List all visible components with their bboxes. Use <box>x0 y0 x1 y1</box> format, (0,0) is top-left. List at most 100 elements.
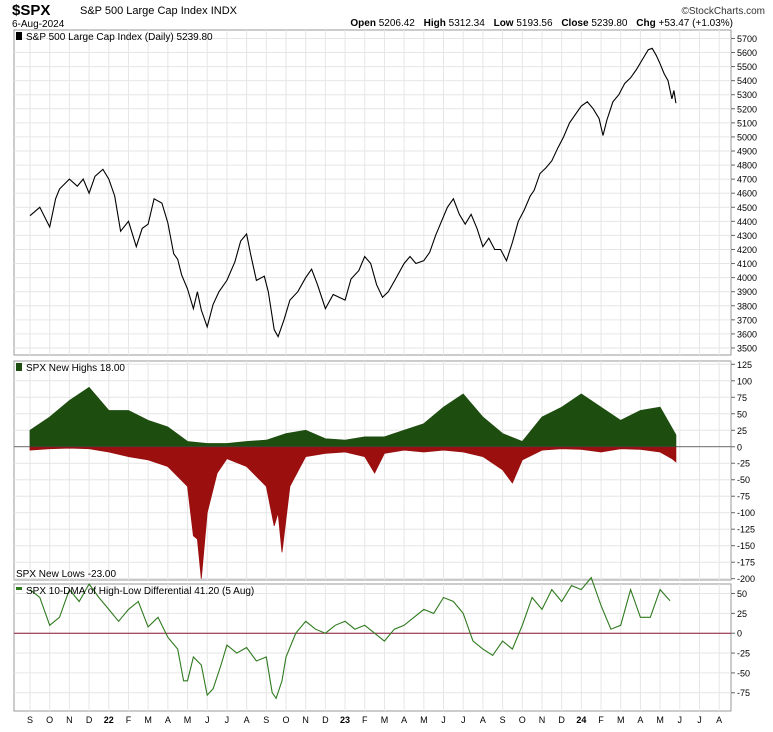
y-tick-label: -75 <box>737 688 750 698</box>
x-tick-label: M <box>656 715 664 725</box>
high-label: High <box>423 18 446 29</box>
x-tick-label: J <box>225 715 230 725</box>
y-tick-label: 25 <box>737 609 747 619</box>
y-tick-label: 4200 <box>737 245 757 255</box>
y-tick-label: 4400 <box>737 217 757 227</box>
high-value: 5312.34 <box>448 18 485 29</box>
y-tick-label: 5100 <box>737 118 757 128</box>
low-label: Low <box>493 18 514 29</box>
y-tick-label: -100 <box>737 508 755 518</box>
ohlc-readout: Open 5206.42 High 5312.34 Low 5193.56 Cl… <box>344 18 733 29</box>
x-tick-label: M <box>420 715 428 725</box>
lows-legend: SPX New Lows -23.00 <box>16 569 116 580</box>
x-tick-label: A <box>480 715 486 725</box>
x-tick-label: 22 <box>104 715 114 725</box>
symbol: $SPX <box>12 2 51 19</box>
y-tick-label: 5200 <box>737 104 757 114</box>
price-series-line <box>29 47 677 339</box>
brand-logo: ©StockCharts.com <box>681 6 765 17</box>
x-tick-label: N <box>539 715 546 725</box>
close-label: Close <box>561 18 589 29</box>
x-tick-label: J <box>205 715 210 725</box>
dma-legend-swatch <box>16 587 22 590</box>
x-tick-label: A <box>244 715 250 725</box>
y-tick-label: 4000 <box>737 273 757 283</box>
open-value: 5206.42 <box>378 18 415 29</box>
y-tick-label: -50 <box>737 668 750 678</box>
panel-1-frame <box>13 360 732 581</box>
open-label: Open <box>350 18 376 29</box>
y-tick-label: -125 <box>737 525 755 535</box>
x-tick-label: S <box>27 715 33 725</box>
y-tick-label: 5000 <box>737 132 757 142</box>
chart-date: 6-Aug-2024 <box>12 19 65 30</box>
y-tick-label: 4100 <box>737 259 757 269</box>
chg-value: +53.47 (+1.03%) <box>658 18 734 29</box>
y-tick-label: 5300 <box>737 90 757 100</box>
x-tick-label: O <box>46 715 53 725</box>
x-tick-label: O <box>519 715 526 725</box>
x-tick-label: A <box>165 715 171 725</box>
y-tick-label: 4300 <box>737 231 757 241</box>
x-tick-label: J <box>461 715 466 725</box>
x-tick-label: D <box>322 715 329 725</box>
y-tick-label: 5700 <box>737 34 757 44</box>
y-tick-label: 5500 <box>737 62 757 72</box>
index-name-text: S&P 500 Large Cap Index <box>80 5 208 17</box>
x-tick-label: M <box>184 715 192 725</box>
x-tick-label: J <box>697 715 702 725</box>
y-tick-label: -25 <box>737 459 750 469</box>
x-tick-label: F <box>598 715 604 725</box>
x-tick-label: 23 <box>340 715 350 725</box>
y-tick-label: 50 <box>737 589 747 599</box>
dma-series-line <box>29 576 671 700</box>
chart-header: $SPX S&P 500 Large Cap Index INDX 6-Aug-… <box>0 0 773 30</box>
y-tick-label: 4600 <box>737 189 757 199</box>
y-tick-label: 4700 <box>737 175 757 185</box>
x-tick-label: J <box>441 715 446 725</box>
y-tick-label: 3600 <box>737 329 757 339</box>
price-legend: S&P 500 Large Cap Index (Daily) 5239.80 <box>26 32 213 43</box>
x-tick-label: S <box>263 715 269 725</box>
y-tick-label: 3900 <box>737 287 757 297</box>
x-tick-label: A <box>716 715 722 725</box>
y-tick-label: 5400 <box>737 76 757 86</box>
y-tick-label: -200 <box>737 574 755 584</box>
dma-legend: SPX 10-DMA of High-Low Differential 41.2… <box>26 586 254 597</box>
index-name: S&P 500 Large Cap Index INDX <box>80 5 237 17</box>
x-tick-label: N <box>66 715 73 725</box>
x-tick-label: O <box>282 715 289 725</box>
y-tick-label: 4800 <box>737 161 757 171</box>
x-tick-label: F <box>362 715 368 725</box>
y-tick-label: 100 <box>737 376 752 386</box>
y-tick-label: 3700 <box>737 315 757 325</box>
y-tick-label: -150 <box>737 541 755 551</box>
x-tick-label: F <box>126 715 132 725</box>
y-tick-label: 0 <box>737 629 742 639</box>
x-tick-label: A <box>401 715 407 725</box>
y-tick-label: 50 <box>737 409 747 419</box>
y-tick-label: 3800 <box>737 301 757 311</box>
y-tick-label: 75 <box>737 393 747 403</box>
x-tick-label: D <box>558 715 565 725</box>
x-tick-label: M <box>144 715 152 725</box>
x-tick-label: M <box>381 715 389 725</box>
low-value: 5193.56 <box>516 18 553 29</box>
y-tick-label: 125 <box>737 360 752 370</box>
y-tick-label: -25 <box>737 649 750 659</box>
y-tick-label: -75 <box>737 492 750 502</box>
panel-0-frame <box>13 29 732 356</box>
x-tick-label: D <box>86 715 93 725</box>
x-tick-label: N <box>302 715 309 725</box>
panel-2-frame <box>13 583 732 712</box>
new-lows-area <box>29 446 677 579</box>
y-tick-label: 0 <box>737 442 742 452</box>
exchange: INDX <box>210 5 237 17</box>
chg-label: Chg <box>636 18 656 29</box>
y-tick-label: 4500 <box>737 203 757 213</box>
price-legend-swatch <box>16 32 22 40</box>
y-tick-label: 3500 <box>737 343 757 353</box>
highs-legend: SPX New Highs 18.00 <box>26 363 125 374</box>
y-tick-label: 5600 <box>737 48 757 58</box>
